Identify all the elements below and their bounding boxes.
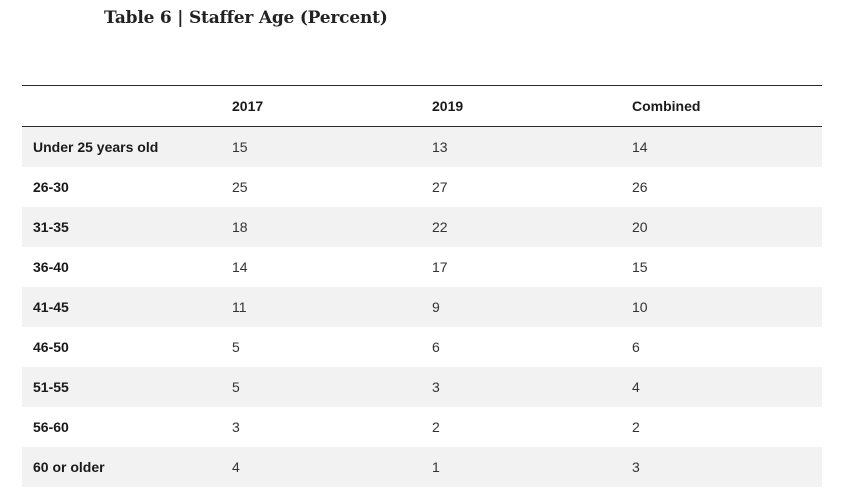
cell-2017: 11	[232, 299, 247, 315]
cell-2017: 4	[232, 459, 240, 475]
table-header-row: 2017 2019 Combined	[22, 86, 822, 127]
row-label: 56-60	[33, 419, 69, 435]
cell-2019: 17	[432, 259, 448, 275]
cell-2019: 22	[432, 219, 448, 235]
cell-combined: 3	[632, 459, 640, 475]
cell-2017: 14	[232, 259, 248, 275]
cell-2019: 9	[432, 299, 440, 315]
cell-combined: 4	[632, 379, 640, 395]
table-row: Under 25 years old 15 13 14	[22, 127, 822, 167]
row-label: 31-35	[33, 219, 69, 235]
cell-2017: 18	[232, 219, 248, 235]
cell-2019: 27	[432, 179, 448, 195]
table-row: 41-45 11 9 10	[22, 287, 822, 327]
cell-combined: 10	[632, 299, 648, 315]
row-label: 36-40	[33, 259, 69, 275]
cell-2017: 25	[232, 179, 248, 195]
cell-combined: 15	[632, 259, 648, 275]
table-row: 56-60 3 2 2	[22, 407, 822, 447]
row-label: Under 25 years old	[33, 139, 159, 155]
table-row: 46-50 5 6 6	[22, 327, 822, 367]
table-row: 31-35 18 22 20	[22, 207, 822, 247]
header-2017: 2017	[232, 98, 264, 114]
staffer-age-table: 2017 2019 Combined Under 25 years old 15…	[22, 85, 822, 487]
row-label: 51-55	[33, 379, 69, 395]
cell-2019: 13	[432, 139, 448, 155]
cell-2019: 6	[432, 339, 440, 355]
row-label: 60 or older	[33, 459, 105, 475]
cell-2017: 5	[232, 379, 240, 395]
cell-combined: 14	[632, 139, 648, 155]
row-label: 26-30	[33, 179, 69, 195]
cell-2019: 2	[432, 419, 440, 435]
row-label: 41-45	[33, 299, 69, 315]
table-row: 60 or older 4 1 3	[22, 447, 822, 487]
header-combined: Combined	[632, 98, 701, 114]
cell-2019: 3	[432, 379, 440, 395]
header-2019: 2019	[432, 98, 464, 114]
cell-2019: 1	[432, 459, 440, 475]
cell-combined: 26	[632, 179, 648, 195]
cell-combined: 20	[632, 219, 648, 235]
table-row: 26-30 25 27 26	[22, 167, 822, 207]
cell-2017: 5	[232, 339, 240, 355]
cell-2017: 15	[232, 139, 248, 155]
cell-2017: 3	[232, 419, 240, 435]
row-label: 46-50	[33, 339, 69, 355]
table-row: 51-55 5 3 4	[22, 367, 822, 407]
cell-combined: 2	[632, 419, 640, 435]
table-title: Table 6 | Staffer Age (Percent)	[104, 8, 388, 28]
table-row: 36-40 14 17 15	[22, 247, 822, 287]
cell-combined: 6	[632, 339, 640, 355]
